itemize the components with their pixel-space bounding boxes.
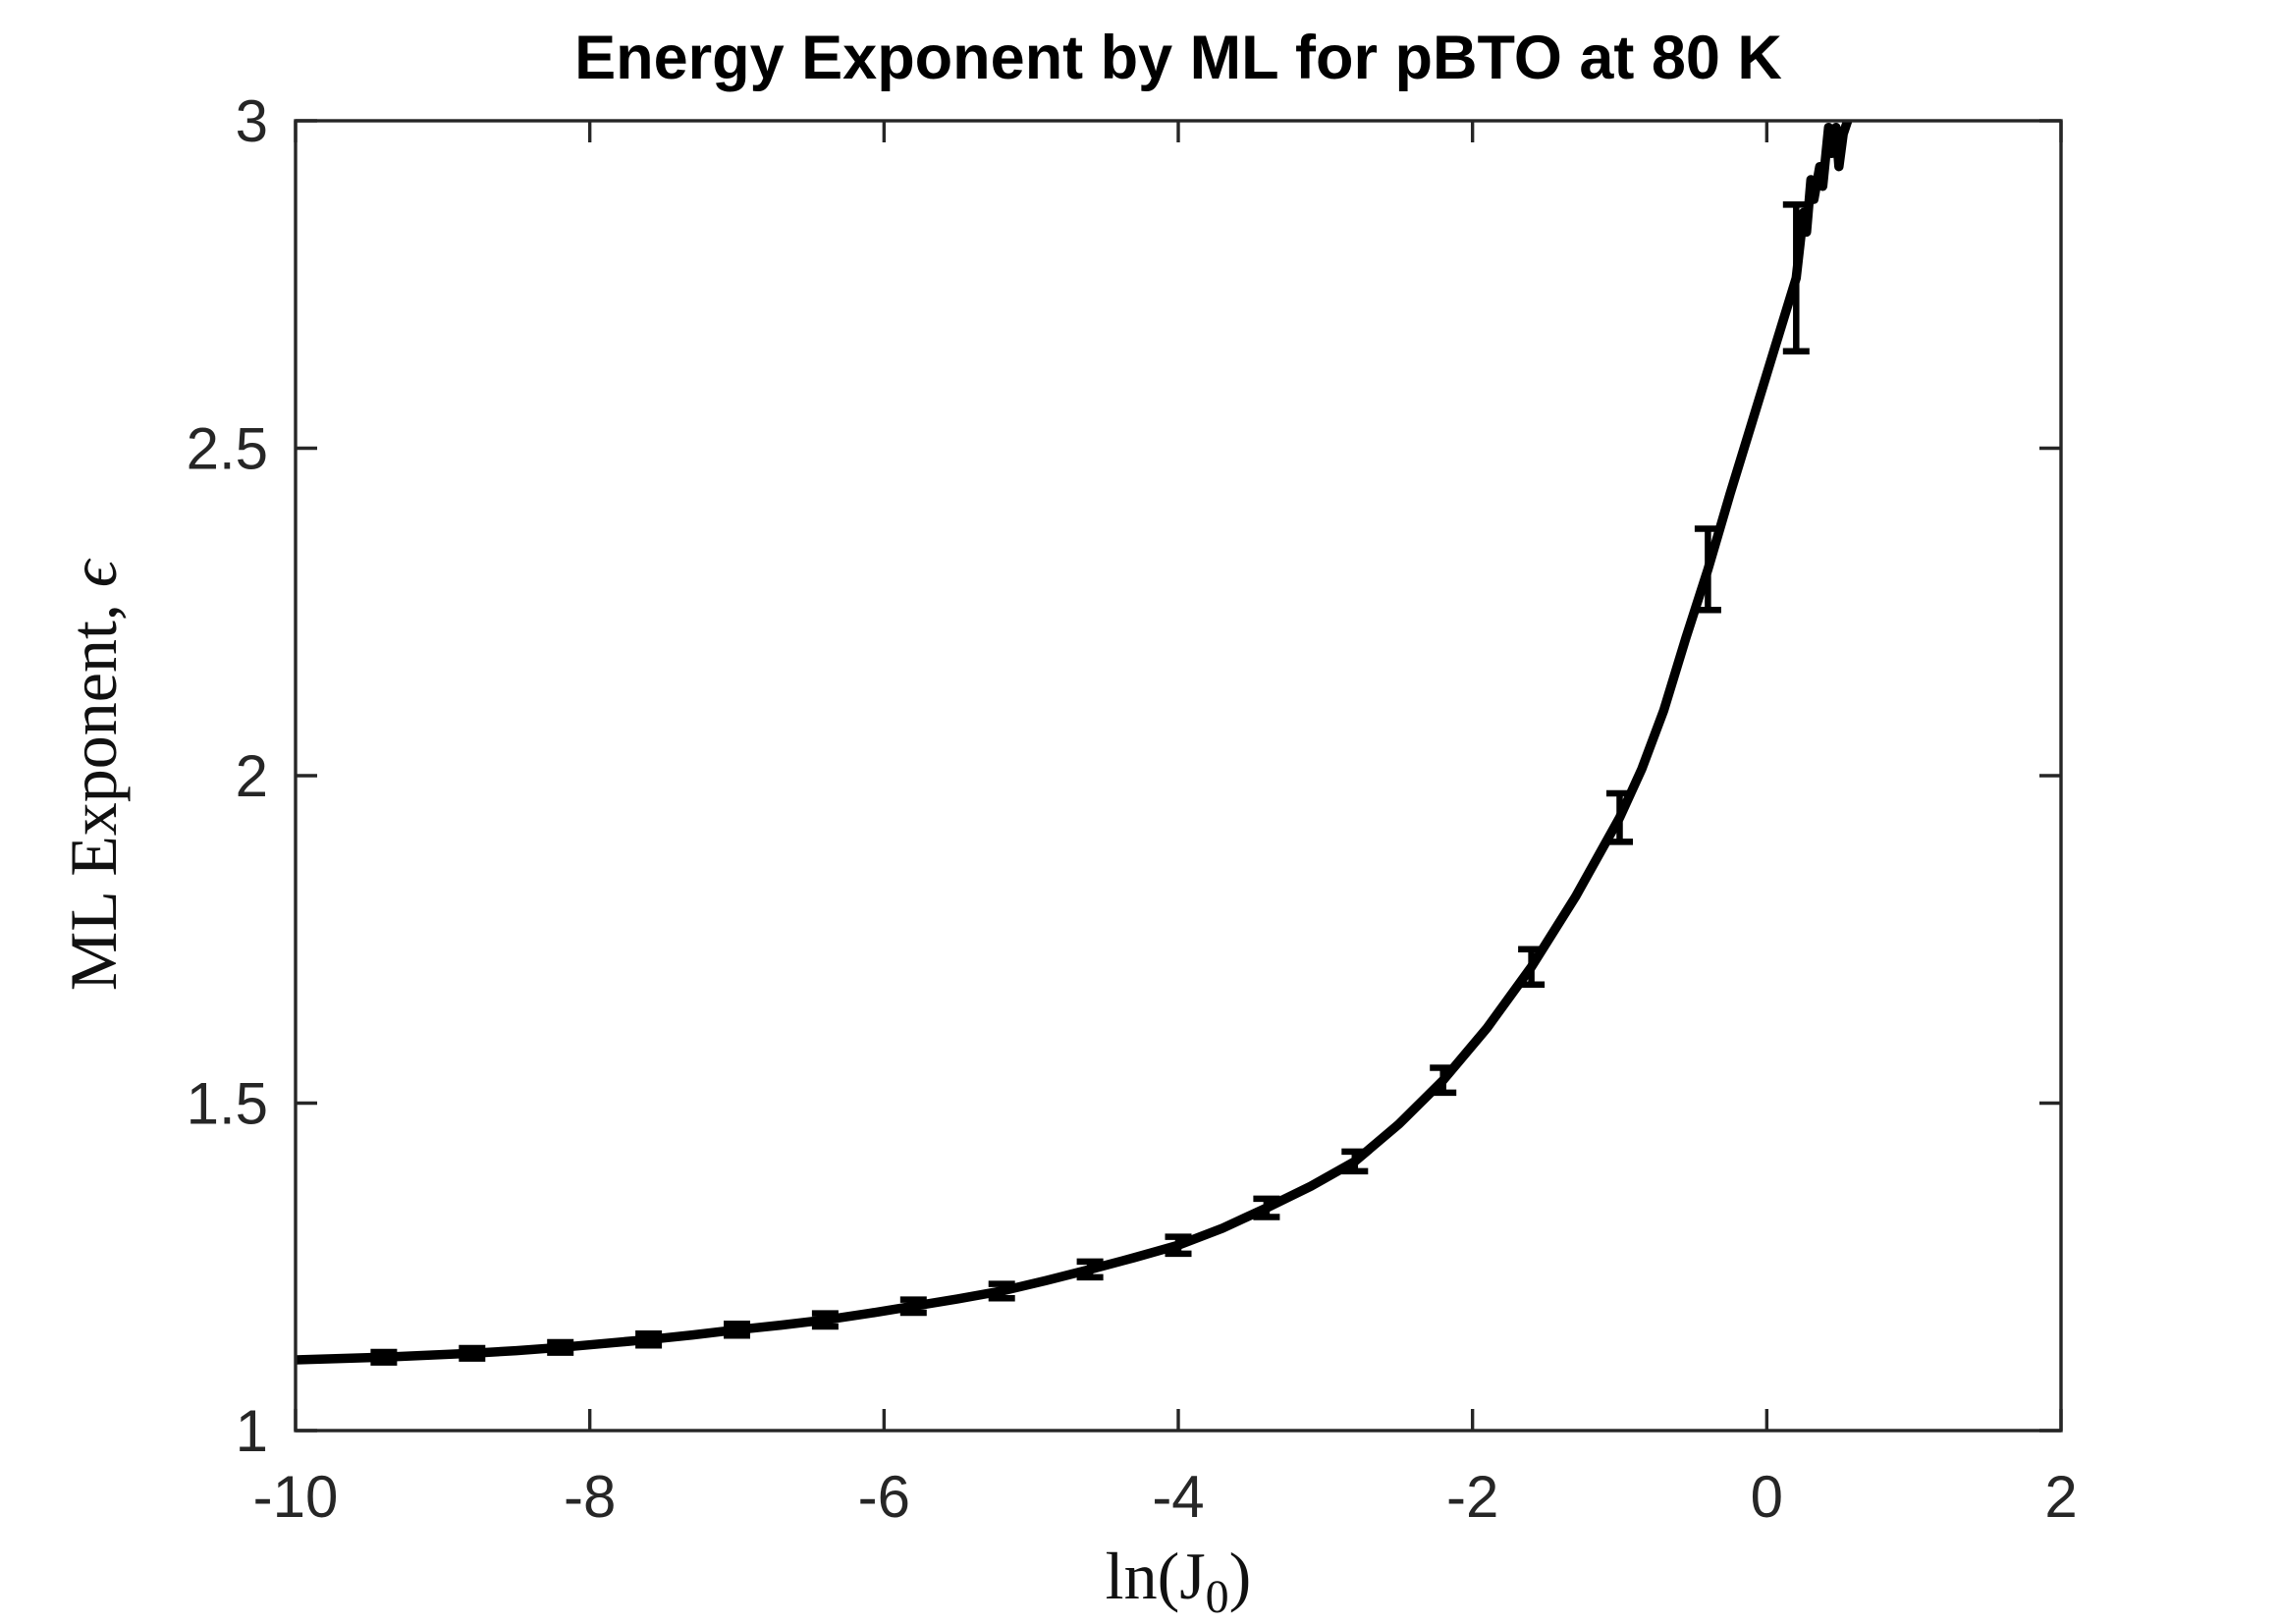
error-bar bbox=[1253, 1195, 1280, 1220]
chart-title: Energy Exponent by ML for pBTO at 80 K bbox=[574, 24, 1782, 92]
x-tick-label: -8 bbox=[564, 1464, 616, 1530]
error-bar bbox=[724, 1321, 750, 1339]
y-tick-label: 3 bbox=[236, 88, 268, 154]
y-axis-label: ML Exponent, ϵ bbox=[56, 558, 131, 991]
error-bar bbox=[1694, 525, 1721, 614]
y-tick-label: 2.5 bbox=[187, 416, 268, 482]
error-bar bbox=[1165, 1233, 1192, 1258]
error-bar bbox=[459, 1344, 486, 1362]
data-curve bbox=[296, 121, 1853, 1365]
y-tick-label: 1.5 bbox=[187, 1071, 268, 1137]
data-series bbox=[296, 121, 1853, 1365]
error-bar bbox=[1430, 1064, 1457, 1097]
x-axis-label: ln(J0) bbox=[1106, 1539, 1252, 1623]
error-bar bbox=[899, 1296, 927, 1317]
error-bar bbox=[1606, 789, 1633, 845]
x-tick-label: 2 bbox=[2044, 1464, 2077, 1530]
x-tick-label: -10 bbox=[253, 1464, 339, 1530]
y-tick-label: 2 bbox=[236, 743, 268, 809]
x-tick-label: -6 bbox=[858, 1464, 910, 1530]
x-tick-label: -2 bbox=[1446, 1464, 1498, 1530]
error-bar bbox=[547, 1338, 574, 1356]
error-bar bbox=[988, 1280, 1015, 1302]
y-tick-label: 1 bbox=[236, 1398, 268, 1464]
error-bar bbox=[811, 1310, 839, 1330]
error-bar bbox=[1782, 201, 1810, 355]
error-bar bbox=[370, 1348, 398, 1366]
error-bar bbox=[635, 1330, 663, 1349]
x-tick-label: 0 bbox=[1751, 1464, 1783, 1530]
x-tick-label: -4 bbox=[1152, 1464, 1204, 1530]
error-bar bbox=[1518, 946, 1546, 989]
axes-box bbox=[294, 119, 2063, 1433]
axis-tick-labels: -10 -8 -6 -4 -2 0 2 1 1.5 2 2.5 3 bbox=[187, 88, 2078, 1530]
error-bars bbox=[370, 201, 1810, 1366]
error-bar bbox=[1341, 1148, 1369, 1175]
error-bar bbox=[1076, 1258, 1104, 1281]
